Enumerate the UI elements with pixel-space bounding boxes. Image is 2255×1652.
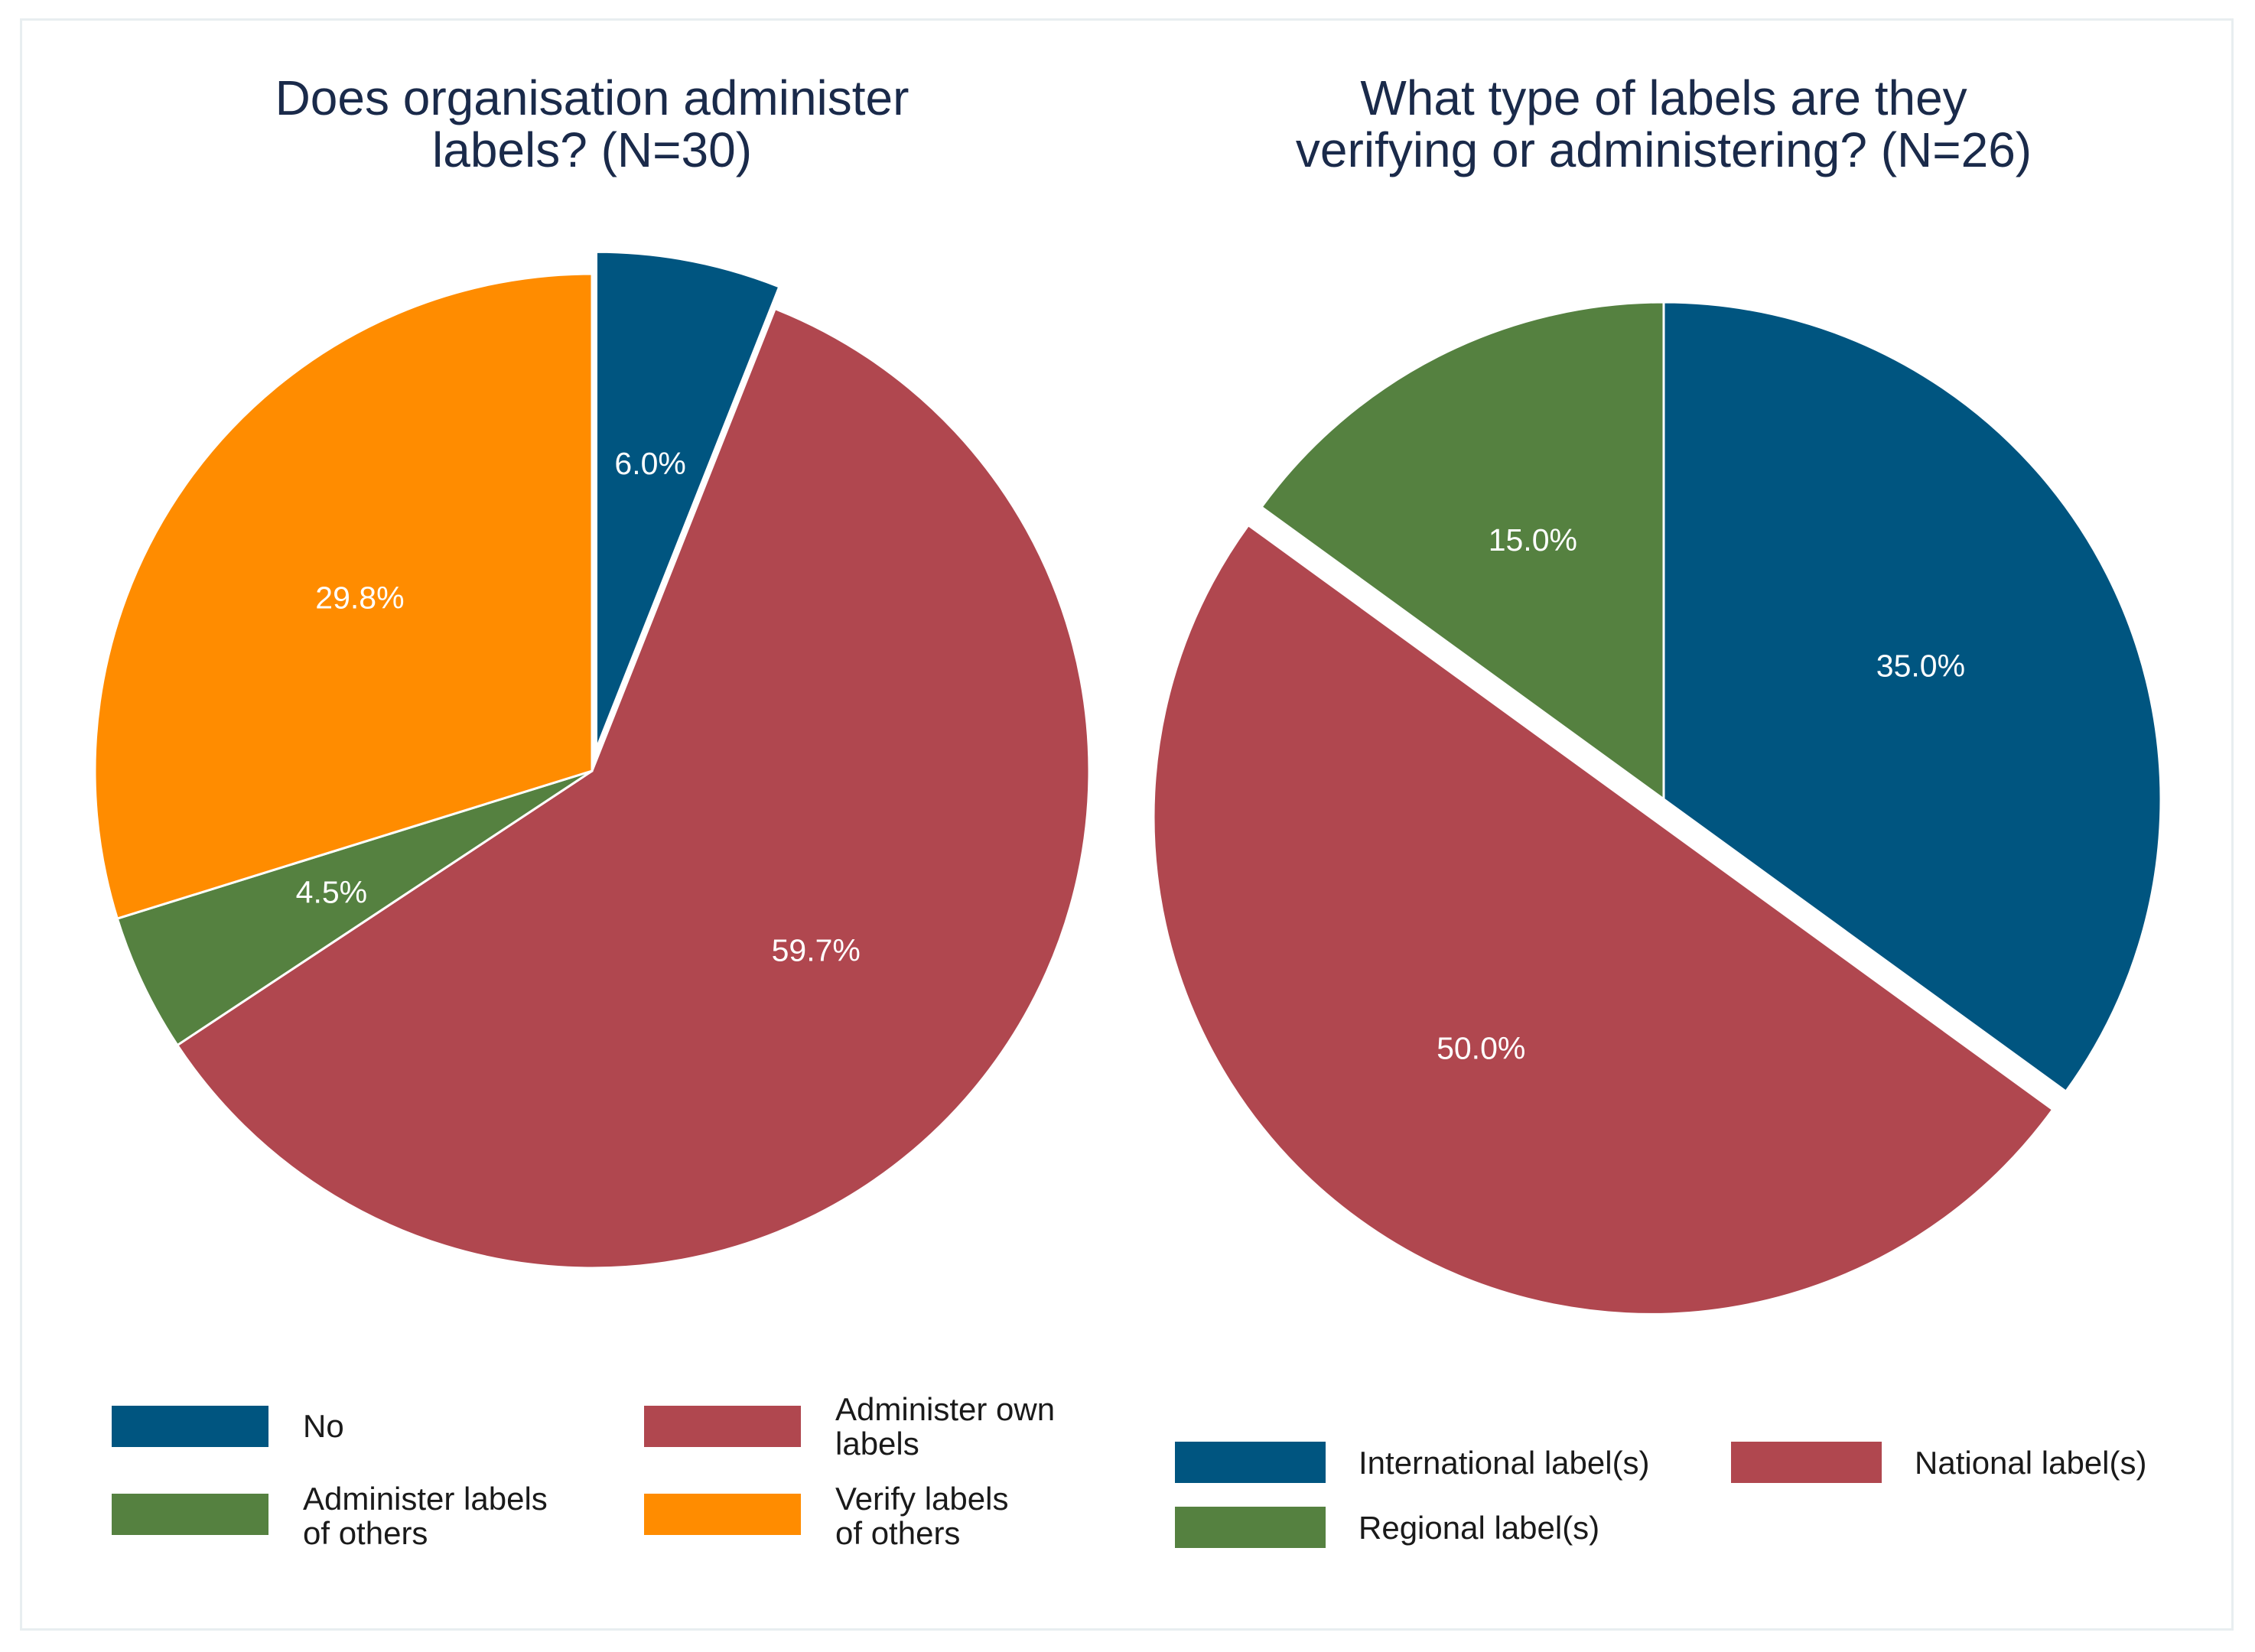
pie-chart-organisation-labels: Does organisation administer labels? (N=… <box>93 70 1091 1551</box>
legend-label-administer-own-labels: labels <box>835 1426 919 1462</box>
pie-slice-regional-label-s <box>1260 301 1665 802</box>
slice-label-administer-labels-of-others: 4.5% <box>296 874 367 909</box>
pie-slice-administer-labels-of-others <box>116 769 593 1047</box>
chart-2-title-line-2: verifying or administering? (N=26) <box>1296 122 2032 177</box>
legend-label-national-label-s: National label(s) <box>1915 1445 2146 1481</box>
chart-2-title-line-1: What type of labels are they <box>1360 70 1967 125</box>
chart-2-legend: International label(s) National label(s) R… <box>1175 1442 2146 1548</box>
legend-swatch-international-label-s <box>1175 1442 1326 1483</box>
pie-slice-verify-labels-of-others <box>93 272 594 920</box>
pie-chart-label-types: What type of labels are they verifying o… <box>1154 70 2162 1548</box>
slice-label-verify-labels-of-others: 29.8% <box>315 580 404 615</box>
legend-swatch-verify-labels-of-others <box>644 1494 801 1535</box>
pie-slice-national-label-s <box>1154 525 2053 1315</box>
legend-swatch-administer-labels-of-others <box>112 1494 268 1535</box>
legend-label-administer-labels-of-others: of others <box>303 1515 428 1551</box>
legend-label-verify-labels-of-others: of others <box>835 1515 960 1551</box>
legend-label-regional-label-s: Regional label(s) <box>1359 1510 1599 1546</box>
slice-label-regional-label-s: 15.0% <box>1489 522 1577 558</box>
pie-slice-international-label-s <box>1662 301 2162 1094</box>
legend-swatch-administer-own-labels <box>644 1406 801 1447</box>
slice-label-international-label-s: 35.0% <box>1876 649 1965 684</box>
slice-label-administer-own-labels: 59.7% <box>772 932 861 967</box>
legend-label-international-label-s: International label(s) <box>1359 1445 1650 1481</box>
slice-label-national-label-s: 50.0% <box>1437 1030 1525 1065</box>
figure-frame <box>20 18 2234 1631</box>
legend-label-verify-labels-of-others: Verify labels <box>835 1481 1008 1517</box>
chart-1-slices: 6.0% 59.7% 4.5% 29.8% <box>93 250 1091 1270</box>
slice-label-no: 6.0% <box>614 446 685 481</box>
legend-label-administer-own-labels: Administer own <box>835 1391 1055 1427</box>
chart-1-title-line-2: labels? (N=30) <box>432 122 752 177</box>
legend-swatch-regional-label-s <box>1175 1507 1326 1548</box>
pie-slice-no <box>594 250 781 750</box>
pie-slice-administer-own-labels <box>175 307 1091 1270</box>
legend-swatch-national-label-s <box>1731 1442 1882 1483</box>
legend-label-no: No <box>303 1408 344 1444</box>
chart-2-slices: 35.0% 50.0% 15.0% <box>1154 301 2162 1315</box>
chart-1-title-line-1: Does organisation administer <box>275 70 909 125</box>
legend-label-administer-labels-of-others: Administer labels <box>303 1481 548 1517</box>
legend-swatch-no <box>112 1406 268 1447</box>
